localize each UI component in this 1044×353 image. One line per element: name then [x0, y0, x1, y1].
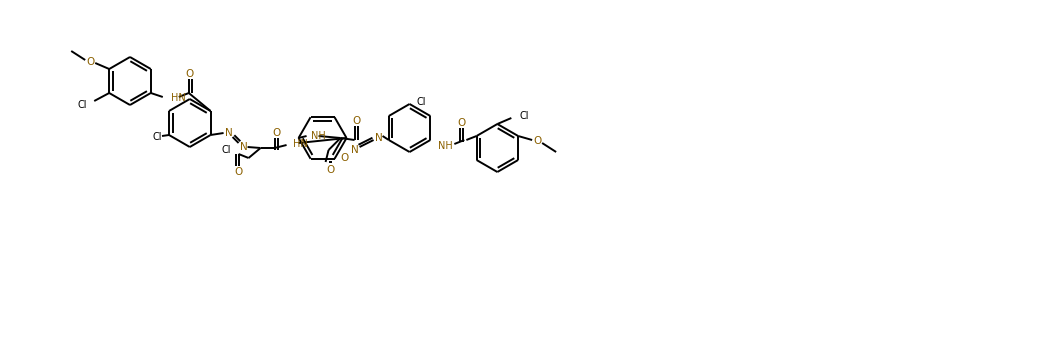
Text: N: N	[351, 145, 358, 155]
Text: O: O	[533, 136, 541, 146]
Text: O: O	[86, 57, 94, 67]
Text: HN: HN	[171, 93, 186, 103]
Text: O: O	[327, 165, 335, 175]
Text: O: O	[340, 153, 349, 163]
Text: O: O	[235, 167, 242, 177]
Text: N: N	[224, 128, 233, 138]
Text: HN: HN	[292, 139, 307, 149]
Text: Cl: Cl	[221, 145, 232, 155]
Text: O: O	[186, 69, 194, 79]
Text: NH: NH	[310, 131, 326, 141]
Text: N: N	[375, 133, 382, 143]
Text: Cl: Cl	[152, 132, 162, 142]
Text: NH: NH	[438, 141, 453, 151]
Text: O: O	[271, 128, 280, 138]
Text: N: N	[240, 142, 247, 152]
Text: Cl: Cl	[77, 100, 87, 110]
Text: O: O	[352, 116, 360, 126]
Text: O: O	[457, 118, 466, 128]
Text: Cl: Cl	[520, 111, 529, 121]
Text: Cl: Cl	[417, 97, 426, 107]
